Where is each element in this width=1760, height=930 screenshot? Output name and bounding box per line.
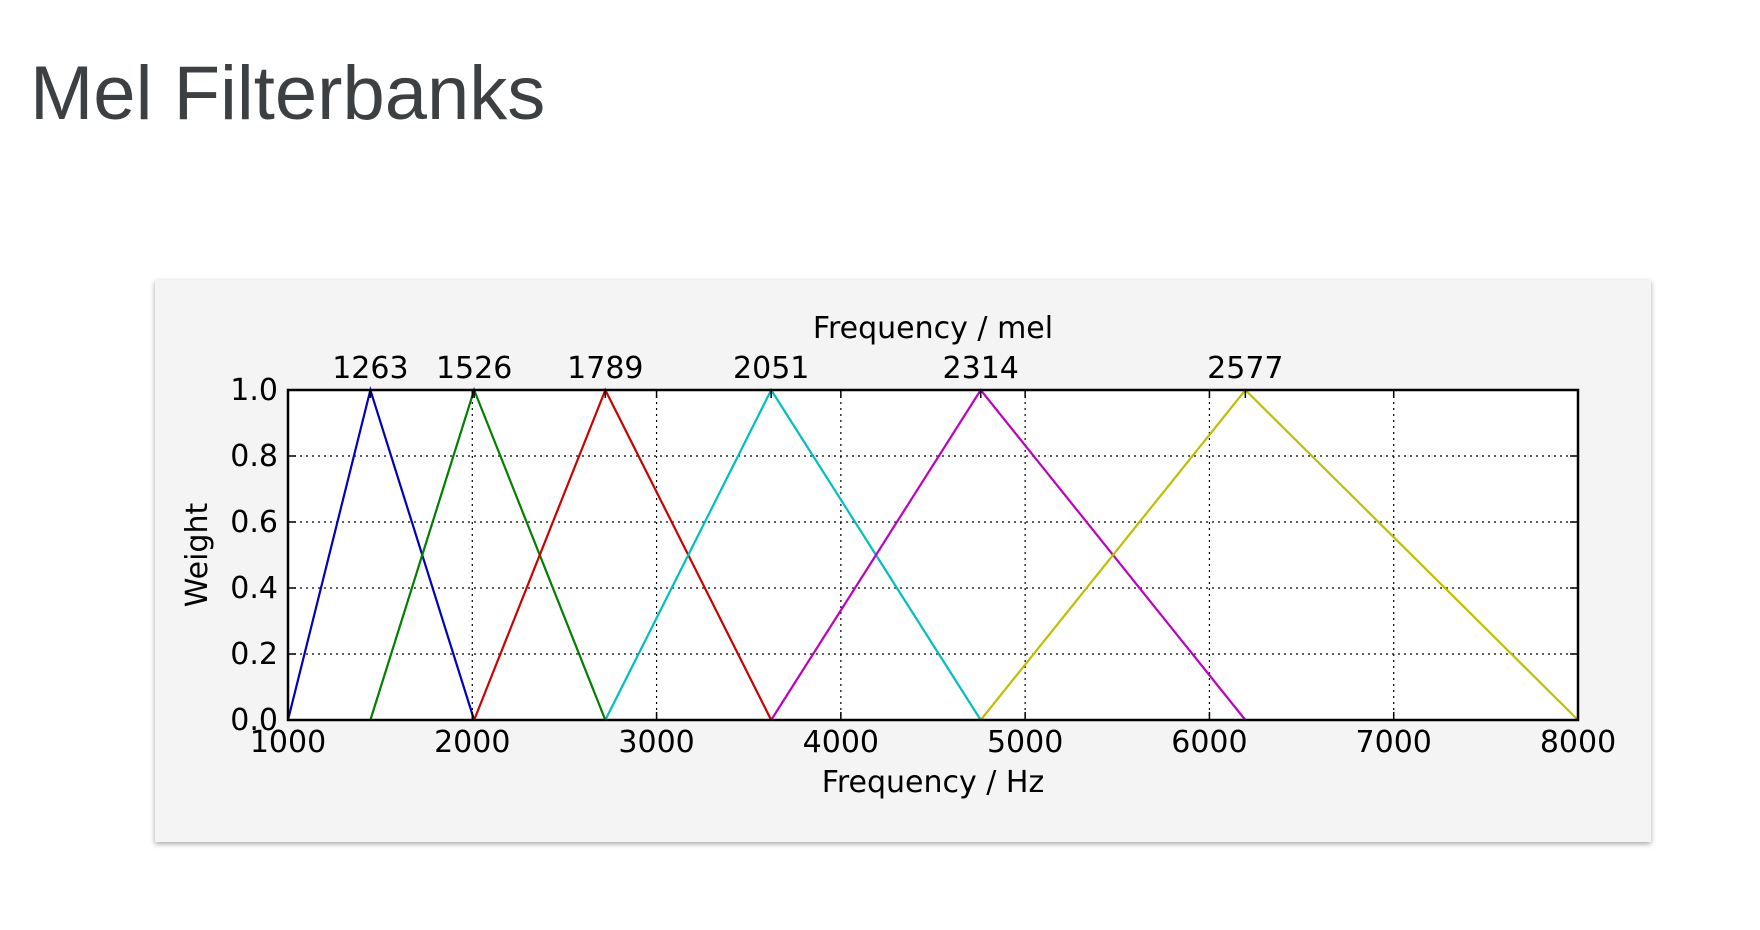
mel-tick-label: 1789 <box>567 351 643 386</box>
y-tick-label: 0.2 <box>230 637 278 672</box>
y-tick-label: 0.0 <box>230 703 278 738</box>
x-tick-label: 2000 <box>434 725 510 760</box>
x-tick-label: 1000 <box>250 725 326 760</box>
mel-tick-label: 2314 <box>943 351 1019 386</box>
plot-frame <box>286 388 1580 722</box>
plot-area <box>288 390 1578 720</box>
tick-marks <box>287 389 1579 721</box>
slide-title: Mel Filterbanks <box>30 51 546 136</box>
x-tick-label: 7000 <box>1356 725 1432 760</box>
mel-filterbank-chart: 1000 2000 3000 4000 5000 6000 7000 8000 0.0 0.2 0.… <box>180 311 1616 800</box>
mel-tick-label: 2577 <box>1207 351 1283 386</box>
x-tick-label: 3000 <box>618 725 694 760</box>
top-axis-title: Frequency / mel <box>813 311 1053 346</box>
x-axis-title: Frequency / Hz <box>822 765 1044 800</box>
x-tick-label: 5000 <box>987 725 1063 760</box>
y-axis-title: Weight <box>180 503 215 608</box>
chart-card: 1000 2000 3000 4000 5000 6000 7000 8000 0.0 0.2 0.… <box>155 280 1651 842</box>
mel-tick-label: 1526 <box>436 351 512 386</box>
x-tick-label: 8000 <box>1540 725 1616 760</box>
x-tick-label: 6000 <box>1171 725 1247 760</box>
y-tick-label: 0.8 <box>230 439 278 474</box>
y-tick-label: 0.4 <box>230 571 278 606</box>
y-tick-label: 0.6 <box>230 505 278 540</box>
y-tick-label: 1.0 <box>230 373 278 408</box>
mel-tick-label: 1263 <box>332 351 408 386</box>
mel-tick-label: 2051 <box>733 351 809 386</box>
tick-labels: 1000 2000 3000 4000 5000 6000 7000 8000 0.0 0.2 0.… <box>230 351 1616 760</box>
x-tick-label: 4000 <box>803 725 879 760</box>
